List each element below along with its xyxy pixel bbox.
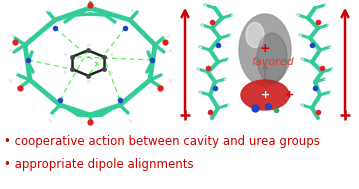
Ellipse shape: [239, 14, 291, 86]
Text: • cooperative action between cavity and urea groups: • cooperative action between cavity and …: [4, 135, 320, 148]
Text: • appropriate dipole alignments: • appropriate dipole alignments: [4, 158, 194, 171]
Ellipse shape: [241, 80, 289, 110]
Ellipse shape: [246, 22, 264, 47]
Text: +: +: [260, 90, 270, 100]
Text: +: +: [260, 42, 270, 54]
Text: favored: favored: [251, 57, 294, 67]
Ellipse shape: [257, 33, 287, 83]
Text: +: +: [285, 90, 295, 100]
